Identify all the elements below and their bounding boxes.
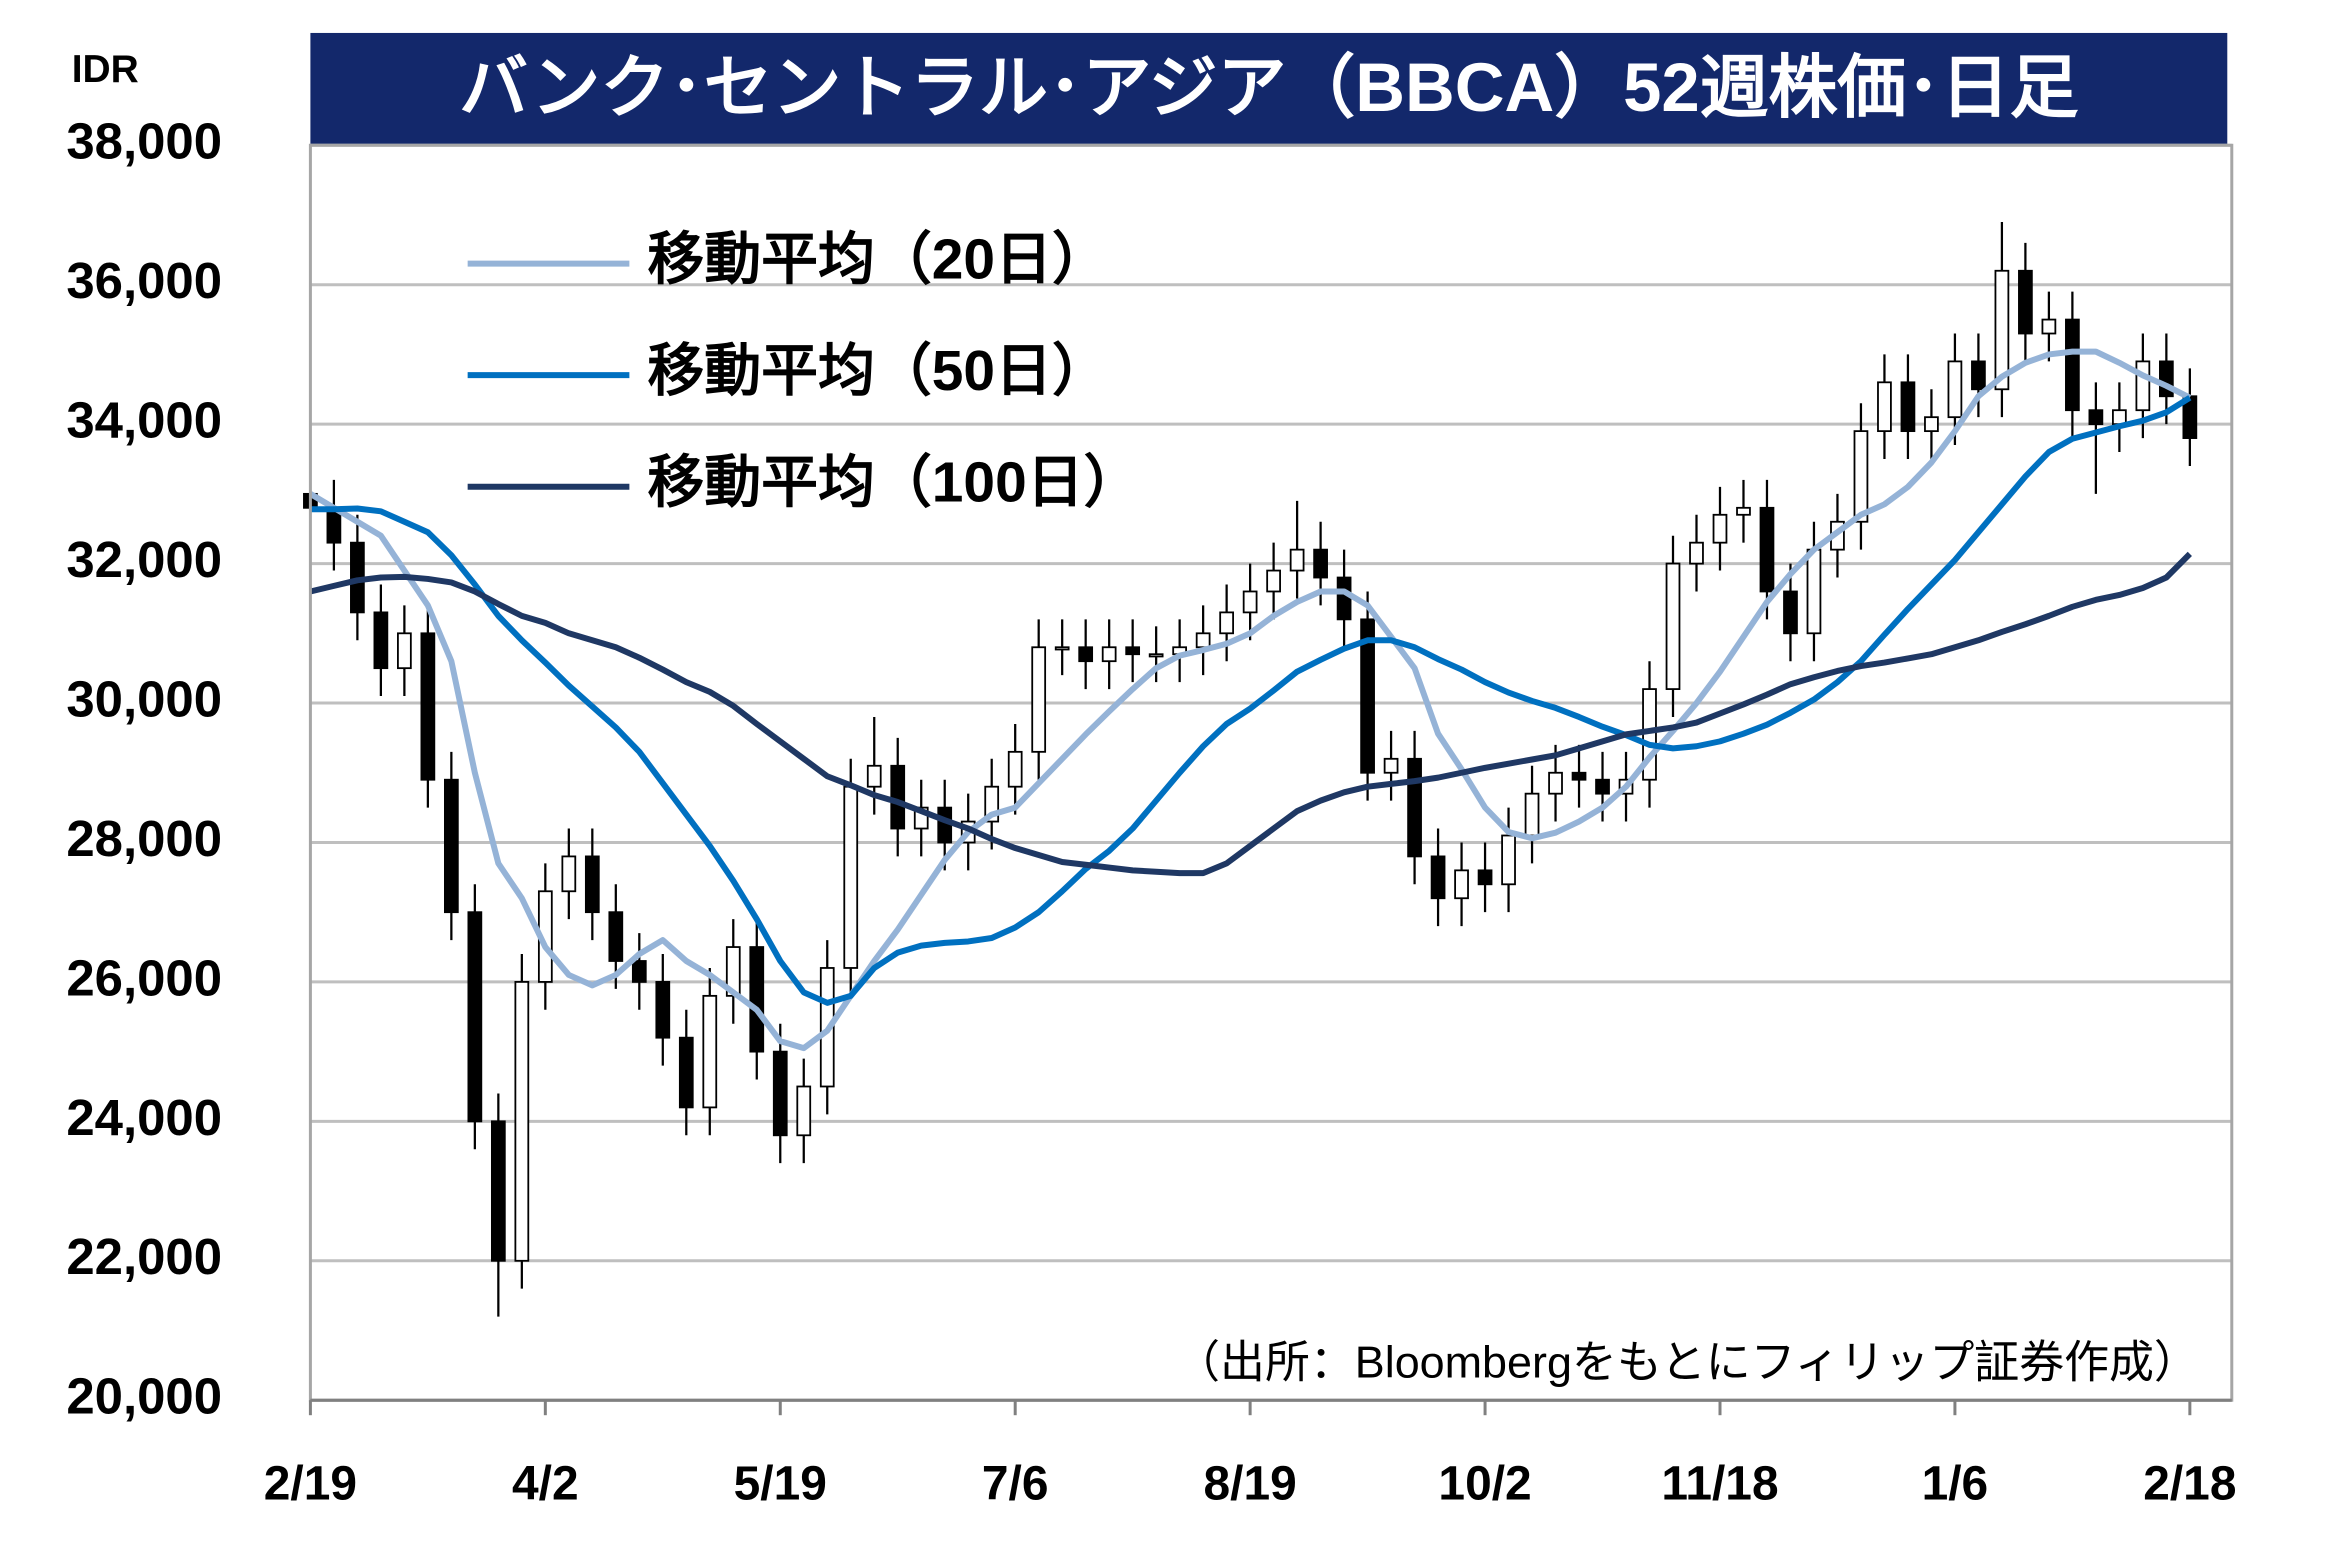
- candle-body: [1148, 653, 1164, 658]
- y-tick-label: 20,000: [66, 1368, 222, 1425]
- candle-body: [397, 632, 412, 670]
- candle-body: [1712, 513, 1728, 544]
- legend-label: 移動平均（100日）: [647, 451, 1140, 515]
- candle-body: [1266, 569, 1281, 593]
- title-box: [310, 32, 2228, 146]
- chart-title: バンク･セントラル･アジア（BBCA）52週株価･日足: [459, 49, 2078, 126]
- candle-body: [1501, 834, 1516, 886]
- candle-body: [1336, 576, 1352, 621]
- candle-body: [1571, 771, 1587, 781]
- candle-body: [678, 1036, 694, 1109]
- candle-body: [1313, 548, 1328, 579]
- candle-body: [1219, 611, 1234, 635]
- candle-body: [1924, 416, 1939, 433]
- y-tick-label: 32,000: [66, 531, 222, 588]
- candle-body: [584, 855, 600, 914]
- candle-body: [1595, 778, 1610, 795]
- candle-body: [2112, 409, 2127, 426]
- candle-body: [1477, 869, 1493, 886]
- candle-body: [702, 994, 718, 1109]
- candle-body: [937, 806, 953, 844]
- candle-body: [1101, 646, 1117, 663]
- candle-body: [890, 764, 906, 830]
- moving-averages: [308, 348, 2192, 1052]
- x-tick-label: 2/19: [264, 1458, 357, 1511]
- candle-body: [2135, 360, 2151, 412]
- candle-body: [1524, 792, 1540, 837]
- candle-body: [1407, 757, 1422, 858]
- candle-body: [1195, 632, 1211, 649]
- candle-body: [1994, 269, 2010, 391]
- candle-body: [1806, 548, 1822, 635]
- candle-body: [1289, 548, 1305, 572]
- candle-body: [1430, 855, 1446, 900]
- candle-body: [843, 785, 859, 969]
- candle-body: [866, 764, 882, 788]
- candle-body: [1736, 506, 1751, 516]
- candle-body: [2018, 269, 2033, 335]
- candle-body: [1971, 360, 1986, 391]
- moving-average-line: [308, 348, 2192, 1052]
- candle-body: [444, 778, 459, 914]
- x-tick-label: 5/19: [734, 1458, 827, 1511]
- candle-body: [1007, 750, 1023, 788]
- axes: 20,000 22,000 24,000 26,000 28,000 30,000 32,0…: [66, 113, 2236, 1511]
- candle-body: [1900, 381, 1916, 433]
- candle-body: [1383, 757, 1399, 774]
- x-tick-label: 2/18: [2143, 1458, 2236, 1511]
- y-tick-label: 30,000: [66, 670, 222, 727]
- candle-body: [373, 611, 389, 670]
- x-tick-label: 7/6: [982, 1458, 1049, 1511]
- candle-body: [420, 632, 436, 781]
- candle-body: [467, 911, 483, 1123]
- candle-body: [1054, 646, 1070, 651]
- candle-body: [1759, 506, 1775, 593]
- candle-body: [631, 960, 647, 983]
- source-note: （出所：Bloombergをもとにフィリップ証券作成）: [1175, 1337, 2199, 1388]
- x-tick-label: 1/6: [1922, 1458, 1989, 1511]
- candle-body: [1360, 618, 1375, 774]
- y-tick-label: 36,000: [66, 252, 222, 309]
- candle-body: [796, 1085, 812, 1137]
- candle-body: [490, 1120, 506, 1262]
- legend-label: 移動平均（20日）: [647, 228, 1109, 292]
- candle-body: [1454, 869, 1469, 900]
- y-tick-label: 28,000: [66, 810, 222, 867]
- moving-average-line: [310, 395, 2192, 1006]
- candle-body: [1947, 360, 1963, 419]
- candle-body: [1783, 590, 1798, 635]
- candle-body: [1665, 562, 1681, 690]
- x-tick-label: 4/2: [512, 1458, 579, 1511]
- candle-body: [1078, 646, 1094, 663]
- candle-body: [1031, 646, 1047, 753]
- candle-body: [1877, 381, 1892, 433]
- candle-body: [2065, 318, 2080, 412]
- legend-label: 移動平均（50日）: [647, 339, 1109, 403]
- candle-body: [1689, 541, 1704, 565]
- candle-body: [772, 1050, 788, 1137]
- candle-body: [655, 981, 671, 1039]
- candle-body: [749, 946, 765, 1053]
- x-tick-label: 11/18: [1661, 1458, 1778, 1511]
- candle-body: [2041, 318, 2057, 335]
- y-tick-label: 24,000: [66, 1089, 222, 1146]
- y-tick-label: 38,000: [66, 113, 222, 170]
- x-tick-label: 10/2: [1438, 1458, 1531, 1511]
- candle-body: [2088, 409, 2104, 426]
- candle-body: [1242, 590, 1258, 614]
- candle-body: [1125, 646, 1141, 656]
- candle-body: [561, 855, 577, 893]
- y-tick-label: 22,000: [66, 1228, 222, 1285]
- candle-body: [608, 911, 624, 962]
- moving-average-line: [309, 551, 2192, 877]
- y-unit: IDR: [72, 48, 139, 91]
- y-tick-label: 34,000: [66, 392, 222, 449]
- y-tick-label: 26,000: [66, 949, 222, 1006]
- candle-body: [1853, 430, 1869, 523]
- candle-body: [514, 981, 530, 1262]
- x-tick-label: 8/19: [1204, 1458, 1297, 1511]
- candle-body: [1548, 771, 1563, 795]
